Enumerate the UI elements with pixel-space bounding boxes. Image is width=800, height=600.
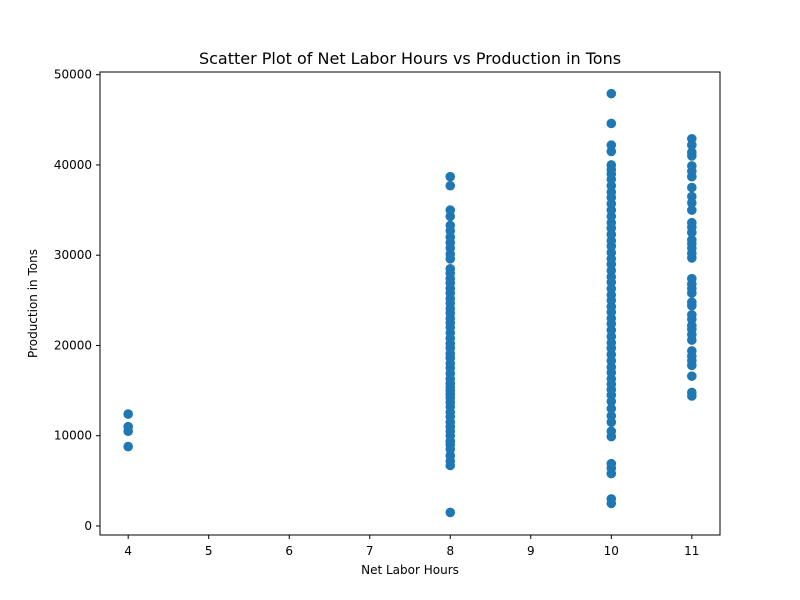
data-point bbox=[606, 411, 617, 421]
y-axis: 0 10000 20000 30000 40000 50000 bbox=[54, 68, 100, 533]
data-point bbox=[687, 346, 697, 356]
y-tick-label: 10000 bbox=[54, 429, 92, 443]
data-point bbox=[445, 263, 456, 274]
data-point bbox=[606, 160, 617, 170]
data-point bbox=[445, 205, 456, 215]
data-point bbox=[687, 273, 697, 284]
y-tick-label: 20000 bbox=[54, 338, 92, 352]
data-point bbox=[123, 409, 133, 419]
x-tick-label: 10 bbox=[604, 544, 619, 558]
data-point bbox=[687, 217, 697, 228]
x-axis: 4 5 6 7 8 9 10 11 bbox=[124, 535, 699, 558]
data-point bbox=[687, 297, 697, 307]
x-tick-label: 7 bbox=[366, 544, 374, 558]
data-point bbox=[606, 403, 617, 414]
data-point bbox=[123, 421, 133, 432]
data-point bbox=[687, 161, 697, 171]
y-tick-label: 50000 bbox=[54, 68, 92, 82]
y-tick-label: 30000 bbox=[54, 248, 92, 262]
x-tick-label: 9 bbox=[527, 544, 535, 558]
data-point bbox=[606, 426, 617, 437]
x-tick-label: 4 bbox=[124, 544, 132, 558]
x-axis-label: Net Labor Hours bbox=[361, 563, 459, 577]
x-tick-label: 5 bbox=[205, 544, 213, 558]
data-point bbox=[606, 458, 617, 469]
data-point bbox=[687, 371, 697, 381]
data-point bbox=[445, 220, 456, 231]
data-point bbox=[445, 507, 456, 518]
data-point bbox=[123, 441, 133, 452]
x-tick-label: 11 bbox=[684, 544, 699, 558]
data-point bbox=[687, 235, 697, 245]
y-tick-label: 40000 bbox=[54, 158, 92, 172]
data-point bbox=[687, 387, 697, 398]
data-point bbox=[687, 182, 697, 193]
data-point bbox=[445, 180, 456, 191]
data-point bbox=[606, 494, 617, 504]
data-point bbox=[687, 147, 697, 158]
data-point bbox=[606, 88, 617, 99]
chart-title: Scatter Plot of Net Labor Hours vs Produ… bbox=[199, 49, 621, 68]
data-point bbox=[687, 191, 697, 202]
y-axis-label: Production in Tons bbox=[26, 249, 40, 358]
points-layer bbox=[123, 88, 697, 518]
data-point bbox=[445, 171, 456, 182]
data-point bbox=[687, 309, 697, 320]
data-point bbox=[687, 205, 697, 215]
x-tick-label: 6 bbox=[285, 544, 293, 558]
data-point bbox=[606, 118, 617, 129]
x-tick-label: 8 bbox=[446, 544, 454, 558]
data-point bbox=[687, 133, 697, 144]
y-tick-label: 0 bbox=[84, 519, 92, 533]
data-point bbox=[606, 140, 617, 150]
plot-frame bbox=[99, 71, 721, 536]
